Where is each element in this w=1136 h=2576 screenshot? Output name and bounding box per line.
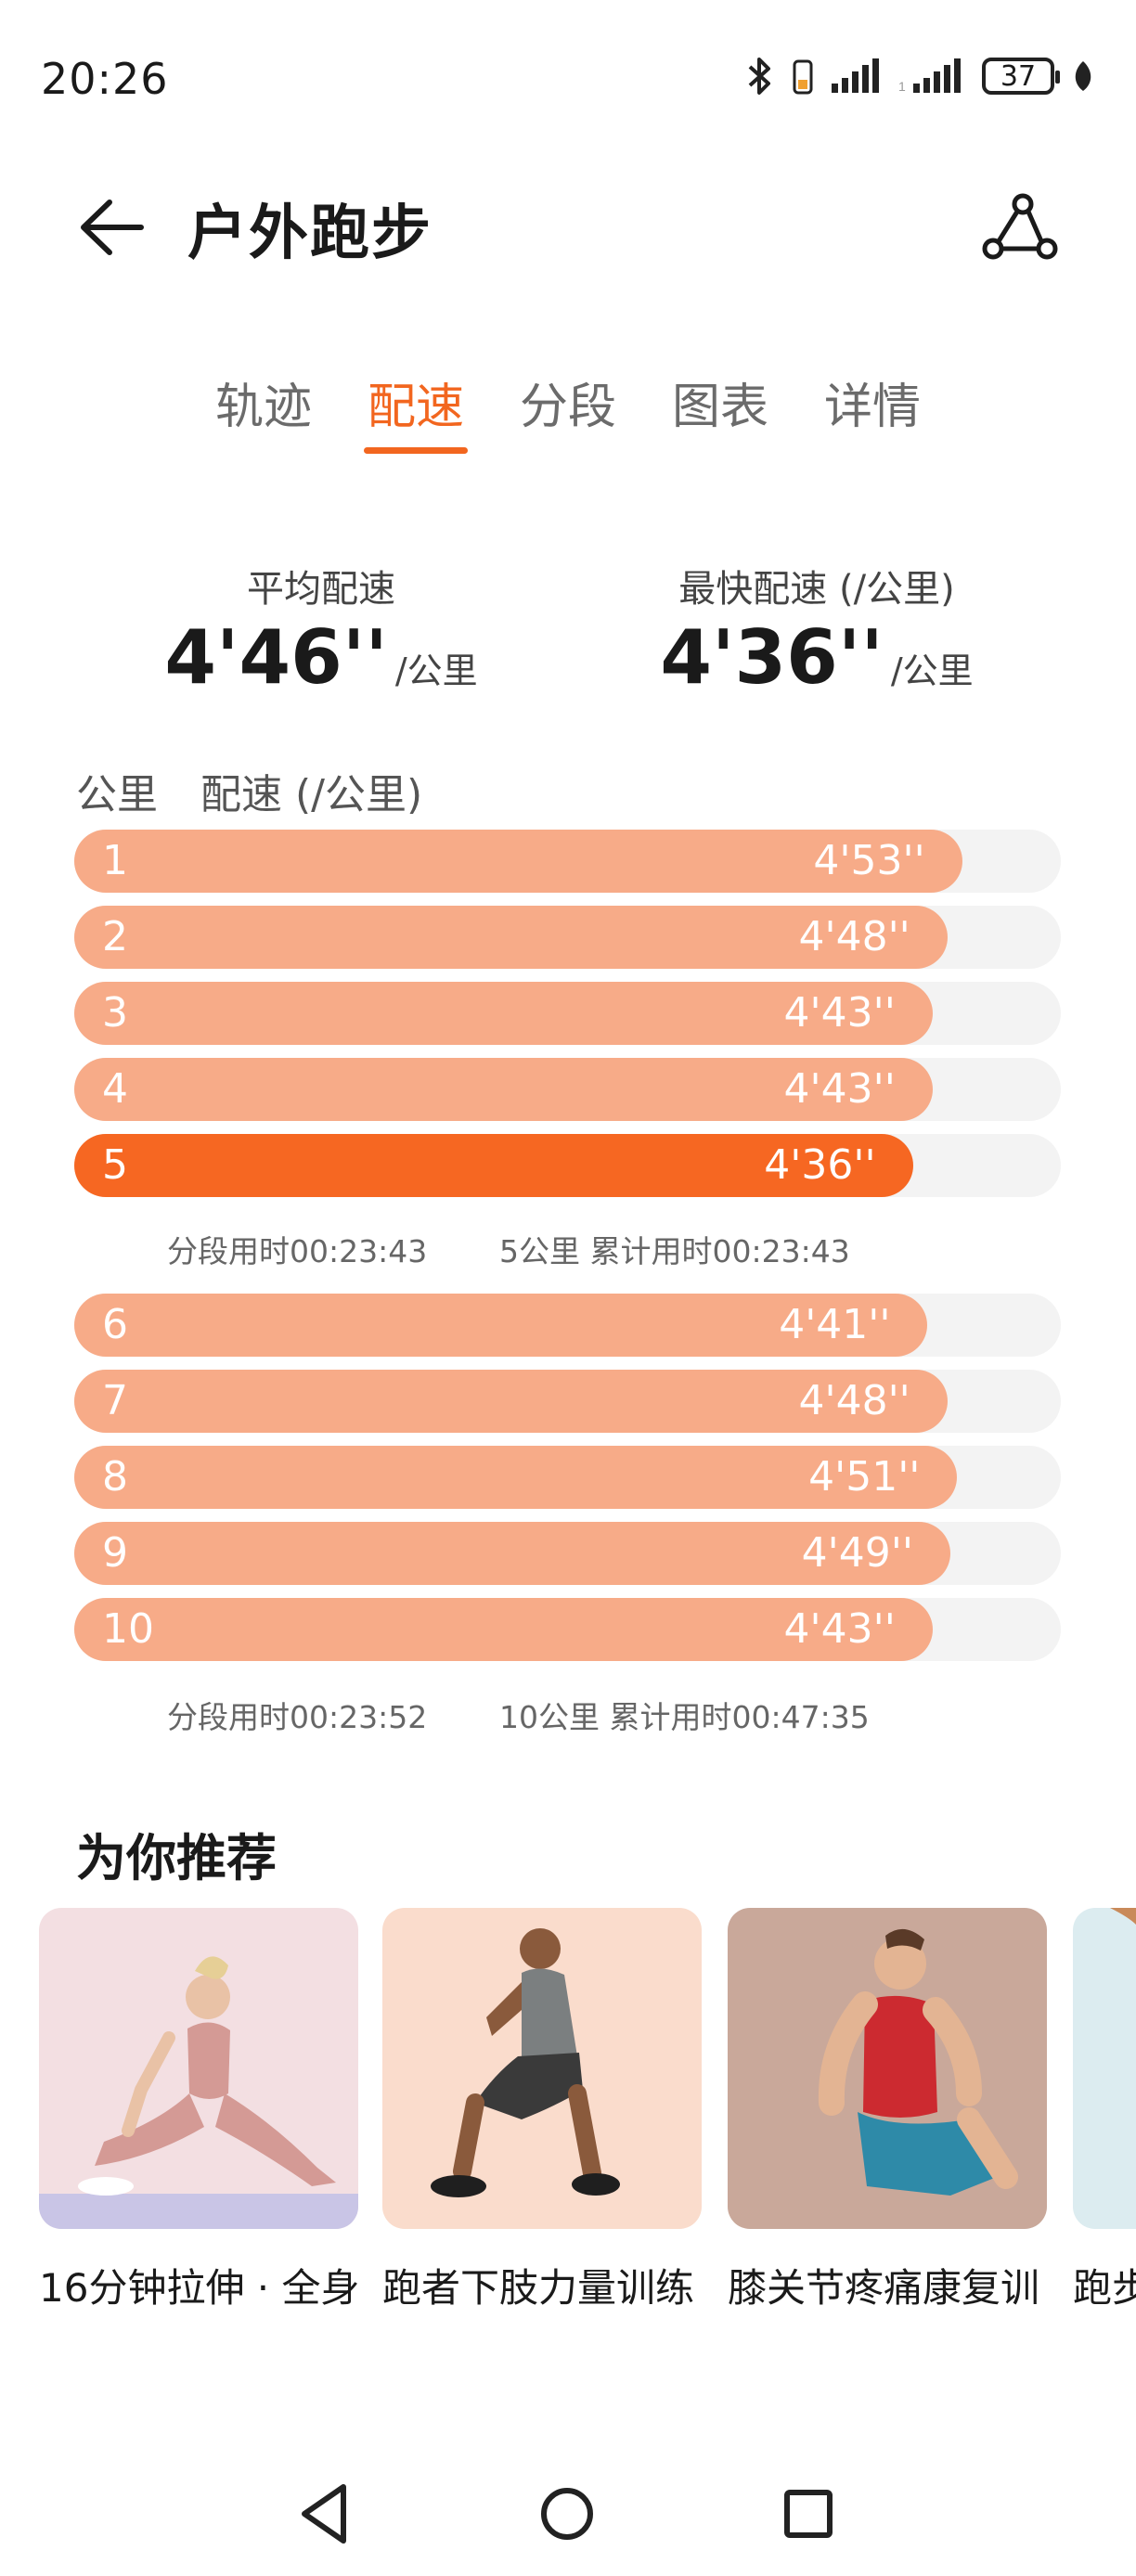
- svg-text:1: 1: [898, 79, 906, 94]
- km-number: 9: [102, 1529, 128, 1577]
- pace-value: 4'53'': [813, 837, 925, 884]
- status-icons: 1 37: [744, 56, 1095, 97]
- pace-value: 4'48'': [798, 913, 910, 960]
- pace-value: 4'36'': [764, 1141, 876, 1189]
- cumulative-time-2: 10公里 累计用时00:47:35: [499, 1699, 870, 1735]
- recommend-card-4-label[interactable]: 跑步: [1073, 2265, 1136, 2311]
- km-number: 4: [102, 1065, 128, 1113]
- recommend-card-3[interactable]: [728, 1908, 1047, 2229]
- status-time: 20:26: [41, 54, 169, 104]
- pace-value: 4'43'': [783, 989, 896, 1037]
- split-time-1: 分段用时00:23:43: [167, 1233, 428, 1269]
- tab-pace[interactable]: 配速: [363, 367, 469, 454]
- pace-value: 4'48'': [798, 1377, 910, 1424]
- stretch-woman-image: [39, 1956, 358, 2229]
- arrow-left-icon: [81, 200, 144, 255]
- leaf-icon: [1075, 61, 1091, 91]
- tab-charts[interactable]: 图表: [672, 380, 769, 435]
- avg-pace-unit: /公里: [394, 650, 478, 691]
- back-button[interactable]: [74, 186, 158, 269]
- km-number: 10: [102, 1605, 154, 1653]
- signal-2-icon: 1: [898, 58, 961, 94]
- circle-home-icon: [541, 2488, 593, 2540]
- recommend-title: 为你推荐: [76, 1829, 277, 1887]
- pace-value: 4'43'': [783, 1605, 896, 1653]
- pace-row: 1 4'53'': [74, 830, 1061, 893]
- pace-bar: [74, 1370, 948, 1433]
- km-number: 2: [102, 913, 128, 960]
- pace-list-header: 公里 配速 (/公里): [76, 761, 422, 820]
- pace-row: 10 4'43'': [74, 1598, 1061, 1661]
- battery-indicator: 37: [982, 58, 1060, 95]
- km-number: 6: [102, 1301, 128, 1348]
- nav-home-button[interactable]: [525, 2472, 609, 2556]
- split-time-2: 分段用时00:23:52: [167, 1699, 428, 1735]
- tab-segments[interactable]: 分段: [519, 380, 616, 435]
- recommend-card-1[interactable]: [39, 1908, 358, 2229]
- pace-bar: [74, 906, 948, 969]
- route-icon: [982, 193, 1058, 260]
- squat-man-image: [431, 1928, 620, 2197]
- cumulative-time-1: 5公里 累计用时00:23:43: [499, 1233, 850, 1269]
- tab-track[interactable]: 轨迹: [214, 380, 312, 435]
- nav-recents-button[interactable]: [767, 2472, 850, 2556]
- km-number: 7: [102, 1377, 128, 1424]
- pace-row: 7 4'48'': [74, 1370, 1061, 1433]
- pace-row: 6 4'41'': [74, 1294, 1061, 1357]
- nav-back-button[interactable]: [284, 2472, 368, 2556]
- partial-image: [1110, 1908, 1136, 1925]
- km-number: 1: [102, 837, 128, 884]
- recommend-card-2-label[interactable]: 跑者下肢力量训练: [382, 2265, 695, 2311]
- recommend-card-3-label[interactable]: 膝关节疼痛康复训: [728, 2265, 1040, 2311]
- share-route-button[interactable]: [978, 187, 1062, 271]
- recommend-card-2[interactable]: [382, 1908, 702, 2229]
- tab-bar: 轨迹 配速 分段 图表 详情: [0, 367, 1136, 454]
- pace-bar: [74, 830, 962, 893]
- km-column-label: 公里: [76, 771, 158, 818]
- recommend-card-1-label[interactable]: 16分钟拉伸 · 全身: [39, 2265, 360, 2311]
- pace-row: 5 4'36'': [74, 1134, 1061, 1197]
- pace-bar: [74, 982, 933, 1045]
- pace-row: 8 4'51'': [74, 1446, 1061, 1509]
- pace-row: 4 4'43'': [74, 1058, 1061, 1121]
- pace-value: 4'51'': [808, 1453, 921, 1501]
- signal-icon: [832, 58, 879, 93]
- recommend-card-4[interactable]: [1073, 1908, 1136, 2229]
- pace-bar: [74, 1598, 933, 1661]
- pace-bar-fastest: [74, 1134, 913, 1197]
- avg-pace-number: 4'46'': [164, 614, 388, 701]
- best-pace-number: 4'36'': [660, 614, 884, 701]
- best-pace-label: 最快配速 (/公里): [678, 568, 955, 611]
- pace-row: 2 4'48'': [74, 906, 1061, 969]
- km-number: 5: [102, 1141, 128, 1189]
- pace-column-label: 配速 (/公里): [200, 771, 423, 818]
- triangle-back-icon: [302, 2484, 346, 2544]
- tab-details[interactable]: 详情: [824, 380, 922, 435]
- bluetooth-icon: [748, 58, 770, 95]
- pace-value: 4'49'': [801, 1529, 913, 1577]
- pace-bar: [74, 1058, 933, 1121]
- avg-pace-value: 4'46''/公里: [136, 614, 507, 701]
- pace-bar: [74, 1294, 928, 1357]
- best-pace-value: 4'36''/公里: [631, 614, 1002, 701]
- battery-level: 37: [1000, 59, 1037, 93]
- kneel-man-image: [818, 1928, 1018, 2196]
- pace-value: 4'43'': [783, 1065, 896, 1113]
- square-recents-icon: [784, 2490, 833, 2538]
- km-number: 3: [102, 989, 128, 1037]
- pace-value: 4'41'': [779, 1301, 891, 1348]
- km-number: 8: [102, 1453, 128, 1501]
- phone-battery-icon: [793, 59, 813, 95]
- pace-row: 3 4'43'': [74, 982, 1061, 1045]
- avg-pace-label: 平均配速: [247, 568, 395, 611]
- pace-row: 9 4'49'': [74, 1522, 1061, 1585]
- pace-bar: [74, 1522, 950, 1585]
- page-title: 户外跑步: [187, 200, 432, 268]
- best-pace-unit: /公里: [890, 650, 974, 691]
- pace-bar: [74, 1446, 958, 1509]
